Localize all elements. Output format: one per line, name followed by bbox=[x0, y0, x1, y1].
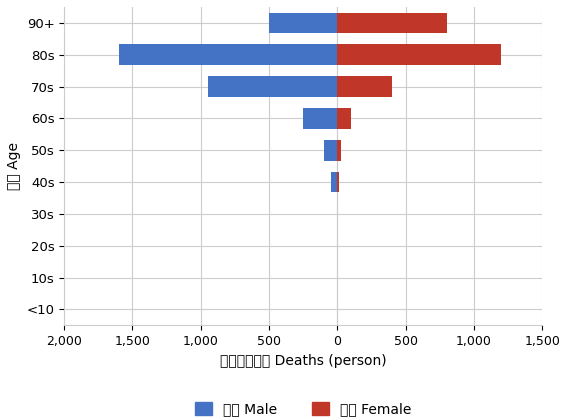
Bar bbox=[269, 13, 337, 33]
Bar bbox=[119, 44, 337, 65]
Bar bbox=[337, 44, 501, 65]
Bar bbox=[303, 108, 337, 129]
Y-axis label: 年代 Age: 年代 Age bbox=[7, 142, 21, 190]
Bar bbox=[337, 108, 351, 129]
Bar bbox=[337, 172, 338, 192]
X-axis label: 死亡数（人） Deaths (person): 死亡数（人） Deaths (person) bbox=[220, 354, 387, 367]
Bar bbox=[337, 13, 447, 33]
Bar bbox=[337, 140, 341, 161]
Bar bbox=[331, 172, 337, 192]
Bar bbox=[337, 76, 392, 97]
Bar bbox=[208, 76, 337, 97]
Bar bbox=[324, 140, 337, 161]
Legend: 男性 Male, 女性 Female: 男性 Male, 女性 Female bbox=[195, 402, 411, 416]
